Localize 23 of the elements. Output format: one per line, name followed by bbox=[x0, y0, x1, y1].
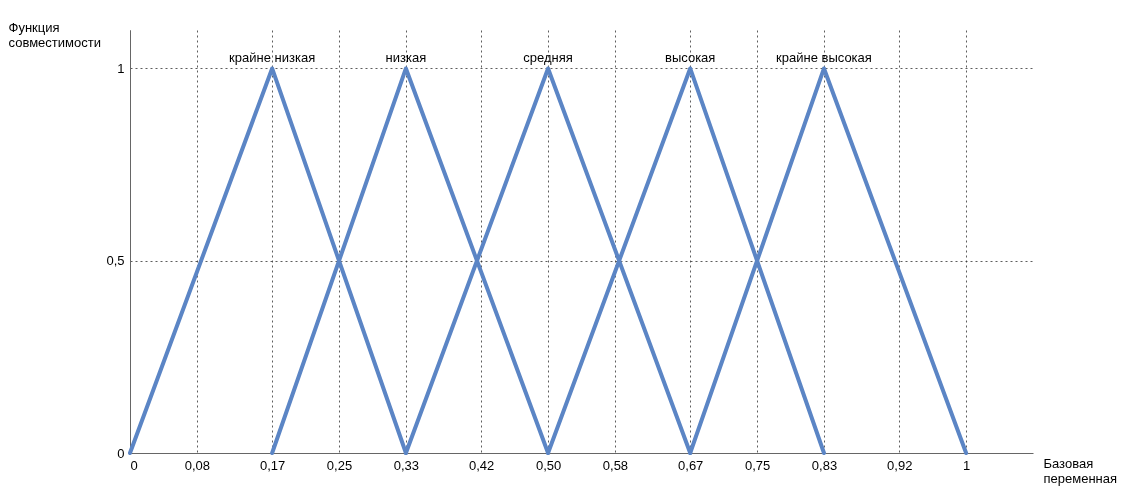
series-label: крайне высокая bbox=[776, 50, 872, 66]
series-label: высокая bbox=[665, 50, 716, 66]
x-tick-label: 0,83 bbox=[811, 457, 838, 473]
x-tick-label: 0,75 bbox=[744, 457, 771, 473]
x-tick-label: 1 bbox=[962, 457, 971, 473]
y-tick-label: 0 bbox=[117, 445, 125, 461]
x-tick-label: 0,67 bbox=[678, 457, 704, 473]
x-tick-label: 0,58 bbox=[602, 457, 629, 473]
series-label: средняя bbox=[523, 50, 573, 66]
x-tick-label: 0,92 bbox=[887, 457, 913, 473]
x-axis-title: Базовая переменная bbox=[1043, 455, 1118, 486]
series-label: крайне низкая bbox=[229, 50, 316, 66]
x-tick-label: 0,42 bbox=[469, 457, 495, 473]
x-tick-label: 0,17 bbox=[259, 457, 286, 473]
x-tick-label: 0,08 bbox=[184, 457, 211, 473]
y-tick-label: 1 bbox=[117, 60, 125, 76]
x-tick-label: 0,33 bbox=[393, 457, 420, 473]
y-tick-label: 0,5 bbox=[106, 253, 125, 269]
x-tick-label: 0 bbox=[130, 457, 138, 473]
series-label: низкая bbox=[385, 50, 427, 66]
y-axis-title: Функция совместимости bbox=[8, 19, 101, 50]
x-tick-label: 0,25 bbox=[326, 457, 353, 473]
x-tick-label: 0,50 bbox=[535, 457, 562, 473]
